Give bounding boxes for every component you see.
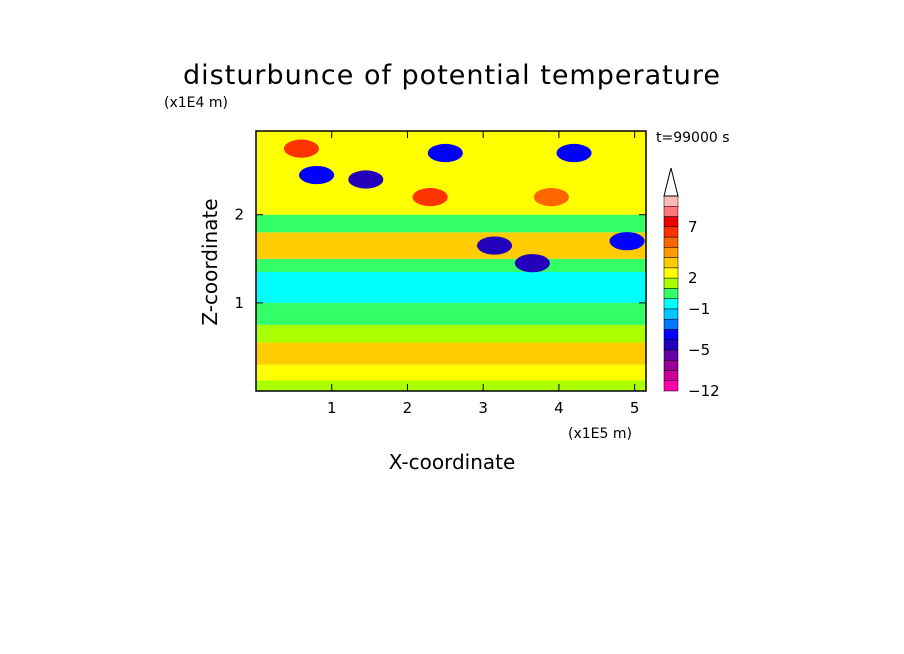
- field-band-8: [256, 232, 646, 259]
- field-anomaly-7: [533, 188, 569, 207]
- field-band-9: [256, 214, 646, 233]
- y-tick-label-0: 1: [234, 294, 244, 312]
- field-anomaly-5: [609, 232, 645, 251]
- colorbar-swatch-11: [663, 267, 679, 279]
- colorbar-swatch-1: [663, 370, 679, 381]
- colorbar-swatch-12: [663, 257, 679, 269]
- x-unit-label: (x1E5 m): [568, 426, 632, 442]
- field-band-2: [256, 342, 646, 365]
- field-anomaly-8: [412, 188, 448, 207]
- colorbar-swatch-16: [663, 216, 679, 228]
- field-anomaly-6: [556, 143, 592, 163]
- field-anomaly-0: [348, 170, 384, 189]
- contour-plot-area: [256, 131, 646, 391]
- y-unit-label: (x1E4 m): [164, 95, 228, 111]
- colorbar-swatch-13: [663, 247, 679, 258]
- y-axis-label: Z-coordinate: [198, 198, 222, 325]
- time-label: t=99000 s: [656, 130, 730, 146]
- x-tick-label-3: 4: [554, 399, 564, 417]
- colorbar-tick-label-4: −12: [688, 382, 720, 400]
- colorbar-swatch-5: [663, 329, 679, 340]
- colorbar-swatch-3: [663, 349, 679, 361]
- colorbar-swatch-4: [663, 339, 679, 351]
- chart-title: disturbunce of potential temperature: [183, 60, 721, 91]
- colorbar-swatch-18: [663, 195, 679, 207]
- colorbar-swatch-14: [663, 236, 679, 248]
- colorbar-swatch-6: [663, 318, 679, 330]
- field-band-4: [256, 316, 646, 325]
- field-anomaly-3: [427, 143, 463, 163]
- y-tick-label-1: 2: [234, 206, 244, 224]
- field-anomaly-2: [514, 254, 550, 273]
- x-tick-label-4: 5: [630, 399, 640, 417]
- field-band-7: [256, 258, 646, 273]
- colorbar-swatch-8: [663, 298, 679, 310]
- field-band-1: [256, 364, 646, 381]
- colorbar-swatch-2: [663, 359, 679, 371]
- field-anomaly-1: [476, 236, 513, 255]
- plot-frame: [255, 130, 647, 392]
- field-band-5: [256, 302, 646, 317]
- field-anomaly-9: [283, 139, 319, 158]
- field-band-0: [256, 380, 646, 391]
- axis-ticks: 1 2 3 4 5 1 2: [234, 131, 646, 417]
- colorbar-swatch-0: [663, 380, 679, 392]
- colorbar-tick-label-3: −5: [688, 341, 710, 359]
- x-tick-label-1: 2: [403, 399, 413, 417]
- colorbar-swatch-9: [663, 288, 679, 299]
- x-axis-label: X-coordinate: [389, 450, 516, 474]
- colorbar-tick-label-2: −1: [688, 300, 710, 318]
- colorbar-tick-label-0: 7: [688, 218, 698, 236]
- colorbar: 7 2 −1 −5 −12: [663, 167, 720, 400]
- colorbar-swatch-17: [663, 206, 679, 217]
- colorbar-swatch-15: [663, 226, 679, 238]
- x-tick-label-0: 1: [327, 399, 337, 417]
- x-tick-label-2: 3: [478, 399, 488, 417]
- field-anomaly-4: [299, 165, 335, 185]
- field-band-6: [256, 272, 646, 303]
- colorbar-swatch-7: [663, 308, 679, 320]
- field-band-3: [256, 324, 646, 343]
- colorbar-tick-label-1: 2: [688, 269, 698, 287]
- colorbar-swatch-10: [663, 277, 679, 289]
- colorbar-extend-arrow: [663, 167, 679, 197]
